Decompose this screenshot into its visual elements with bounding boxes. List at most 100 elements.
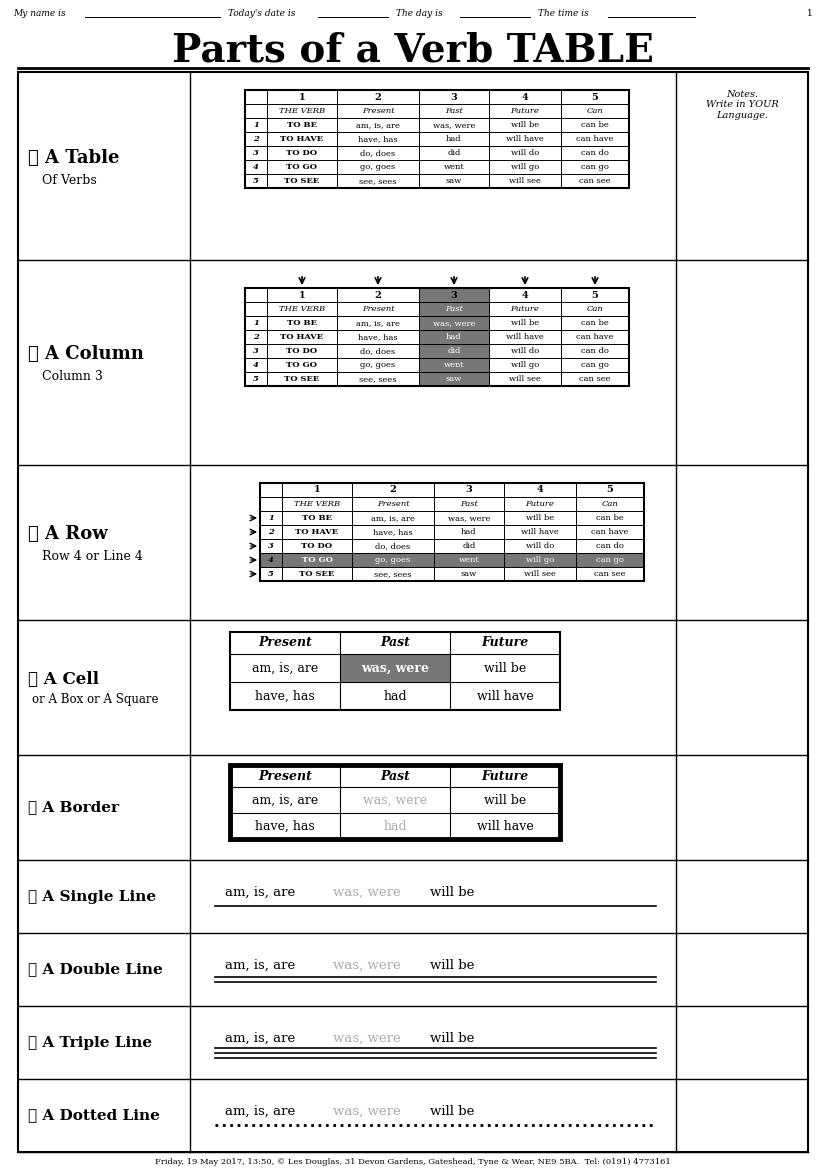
Text: can see: can see — [579, 375, 610, 383]
Text: will be: will be — [511, 319, 539, 327]
Text: My name is: My name is — [13, 9, 65, 19]
Text: had: had — [383, 690, 407, 703]
Text: will be: will be — [430, 886, 474, 899]
Text: Can: Can — [601, 500, 619, 509]
Text: have, has: have, has — [373, 528, 413, 537]
Text: will do: will do — [510, 148, 539, 157]
Text: Future: Future — [510, 108, 539, 115]
Text: Past: Past — [445, 305, 463, 313]
Text: will have: will have — [477, 690, 534, 703]
Text: did: did — [448, 347, 461, 355]
Text: 1: 1 — [299, 92, 306, 102]
Text: Of Verbs: Of Verbs — [42, 173, 97, 187]
Text: 4: 4 — [253, 361, 259, 369]
Text: will do: will do — [526, 542, 554, 549]
Text: can see: can see — [594, 570, 626, 577]
Text: am, is, are: am, is, are — [252, 662, 318, 675]
Text: can be: can be — [582, 319, 609, 327]
Text: will have: will have — [477, 819, 534, 832]
Text: am, is, are: am, is, are — [225, 959, 295, 971]
Text: THE VERB: THE VERB — [294, 500, 340, 509]
Text: had: had — [446, 333, 462, 341]
Bar — [260, 553, 644, 567]
Text: saw: saw — [446, 177, 462, 185]
Text: Can: Can — [586, 108, 603, 115]
Text: 2: 2 — [375, 291, 382, 299]
Text: TO BE: TO BE — [287, 122, 317, 129]
Text: TO SEE: TO SEE — [284, 177, 320, 185]
Text: will be: will be — [511, 122, 539, 129]
Bar — [419, 288, 489, 386]
Text: Future: Future — [510, 305, 539, 313]
Text: will be: will be — [430, 959, 474, 971]
Text: 5: 5 — [253, 177, 259, 185]
Text: TO SEE: TO SEE — [284, 375, 320, 383]
Text: Future: Future — [482, 769, 529, 782]
Text: was, were: was, were — [433, 319, 475, 327]
Text: am, is, are: am, is, are — [356, 319, 400, 327]
Text: The time is: The time is — [538, 9, 589, 19]
Text: am, is, are: am, is, are — [225, 886, 295, 899]
Text: was, were: was, were — [333, 1032, 401, 1045]
Text: 4: 4 — [537, 485, 544, 494]
Text: 5: 5 — [591, 291, 598, 299]
Text: 3: 3 — [466, 485, 472, 494]
Text: 5: 5 — [268, 570, 274, 577]
Text: will have: will have — [506, 333, 544, 341]
Text: see, sees: see, sees — [359, 375, 396, 383]
Text: ⑨ A Dotted Line: ⑨ A Dotted Line — [28, 1108, 160, 1122]
Text: ④ A Cell: ④ A Cell — [28, 671, 99, 689]
Text: 4: 4 — [268, 556, 274, 563]
Text: THE VERB: THE VERB — [279, 305, 325, 313]
Text: TO BE: TO BE — [302, 514, 332, 523]
Text: can do: can do — [596, 542, 624, 549]
Text: do, does: do, does — [360, 347, 396, 355]
Text: will see: will see — [509, 375, 541, 383]
Text: Past: Past — [380, 636, 410, 650]
Bar — [230, 632, 560, 710]
Text: 5: 5 — [253, 375, 259, 383]
Text: TO GO: TO GO — [301, 556, 333, 563]
Text: Present: Present — [362, 305, 394, 313]
Text: was, were: was, were — [363, 794, 427, 807]
Text: went: went — [458, 556, 479, 563]
Text: had: had — [446, 134, 462, 143]
Text: am, is, are: am, is, are — [252, 794, 318, 807]
Text: will be: will be — [430, 1105, 474, 1118]
Text: have, has: have, has — [358, 134, 398, 143]
Text: had: had — [461, 528, 477, 537]
Text: 2: 2 — [268, 528, 274, 537]
Text: 1: 1 — [253, 319, 259, 327]
Text: 1: 1 — [807, 9, 813, 19]
Bar — [340, 653, 450, 682]
Text: will have: will have — [521, 528, 559, 537]
Text: 2: 2 — [253, 134, 259, 143]
Text: go, goes: go, goes — [360, 162, 396, 171]
Text: 3: 3 — [253, 148, 259, 157]
Text: can go: can go — [581, 361, 609, 369]
Bar — [245, 288, 629, 386]
Text: TO HAVE: TO HAVE — [281, 134, 324, 143]
Text: have, has: have, has — [255, 690, 315, 703]
Text: Past: Past — [380, 769, 410, 782]
Text: can see: can see — [579, 177, 610, 185]
Text: Can: Can — [586, 305, 603, 313]
Text: Present: Present — [362, 108, 394, 115]
Text: go, goes: go, goes — [376, 556, 411, 563]
Text: do, does: do, does — [360, 148, 396, 157]
Text: can go: can go — [581, 162, 609, 171]
Text: or A Box or A Square: or A Box or A Square — [32, 693, 159, 706]
Text: Parts of a Verb TABLE: Parts of a Verb TABLE — [172, 32, 654, 69]
Text: 4: 4 — [522, 92, 529, 102]
Text: will be: will be — [484, 662, 526, 675]
Text: can have: can have — [577, 333, 614, 341]
Text: will see: will see — [524, 570, 556, 577]
Text: 4: 4 — [522, 291, 529, 299]
Text: see, sees: see, sees — [359, 177, 396, 185]
Text: Future: Future — [525, 500, 554, 509]
Text: ⑥ A Single Line: ⑥ A Single Line — [28, 890, 156, 904]
Text: was, were: was, were — [448, 514, 490, 523]
Text: 5: 5 — [591, 92, 598, 102]
Text: am, is, are: am, is, are — [225, 1032, 295, 1045]
Text: 3: 3 — [253, 347, 259, 355]
